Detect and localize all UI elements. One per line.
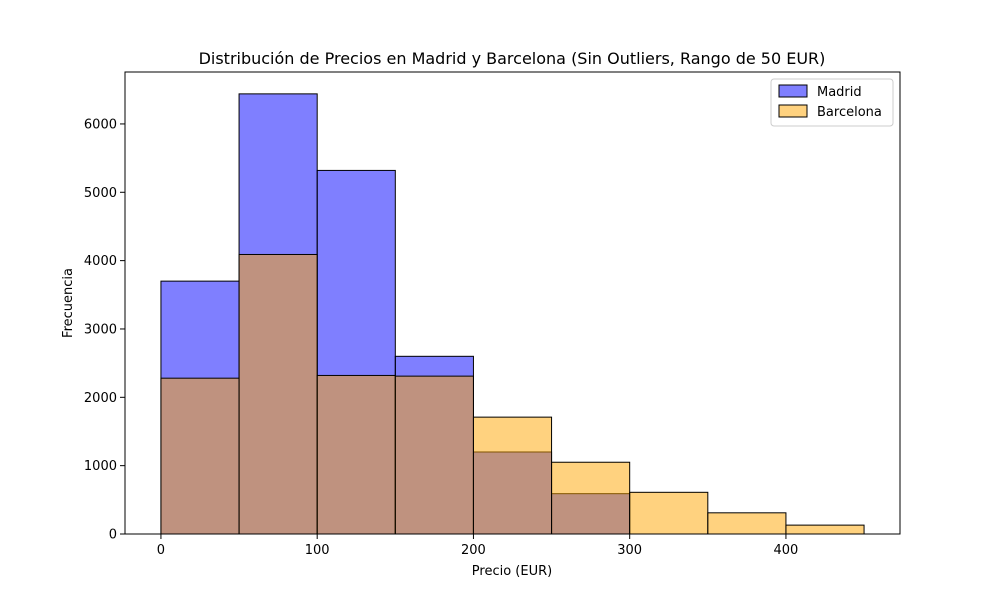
bar-barcelona-0 [160,377,240,535]
legend-swatch-madrid [778,84,808,98]
x-tick-label: 100 [305,543,330,558]
y-tick-label: 1000 [84,459,117,474]
bar-barcelona-7 [707,512,787,535]
y-tick-label: 3000 [84,322,117,337]
bar-barcelona-3 [394,375,474,535]
x-tick-label: 200 [461,543,486,558]
y-tick-label: 2000 [84,391,117,406]
y-axis-label: Frecuencia [61,268,76,338]
bar-barcelona-5 [551,461,631,535]
y-tick-label: 6000 [84,117,117,132]
x-axis-label: Precio (EUR) [472,564,552,579]
bar-barcelona-1 [238,253,318,535]
bar-barcelona-6 [629,491,709,535]
x-tick-label: 300 [617,543,642,558]
y-tick-label: 4000 [84,254,117,269]
bar-barcelona-4 [472,416,553,535]
legend-swatch-barcelona [778,104,808,118]
x-tick-label: 0 [157,543,165,558]
plot-frame [124,71,901,535]
y-tick-label: 5000 [84,186,117,201]
x-tick-label: 400 [774,543,799,558]
legend-label-barcelona: Barcelona [817,105,882,120]
legend: Madrid Barcelona [770,78,894,127]
bars-layer [160,93,865,535]
chart-title: Distribución de Precios en Madrid y Barc… [199,49,826,68]
bar-barcelona-2 [316,374,396,535]
y-axis: 0 1000 2000 3000 4000 5000 6000 [84,117,125,543]
bar-barcelona-8 [785,524,865,535]
y-tick-label: 0 [109,528,117,543]
legend-label-madrid: Madrid [817,85,862,100]
x-axis: 0 100 200 300 400 [157,534,799,558]
